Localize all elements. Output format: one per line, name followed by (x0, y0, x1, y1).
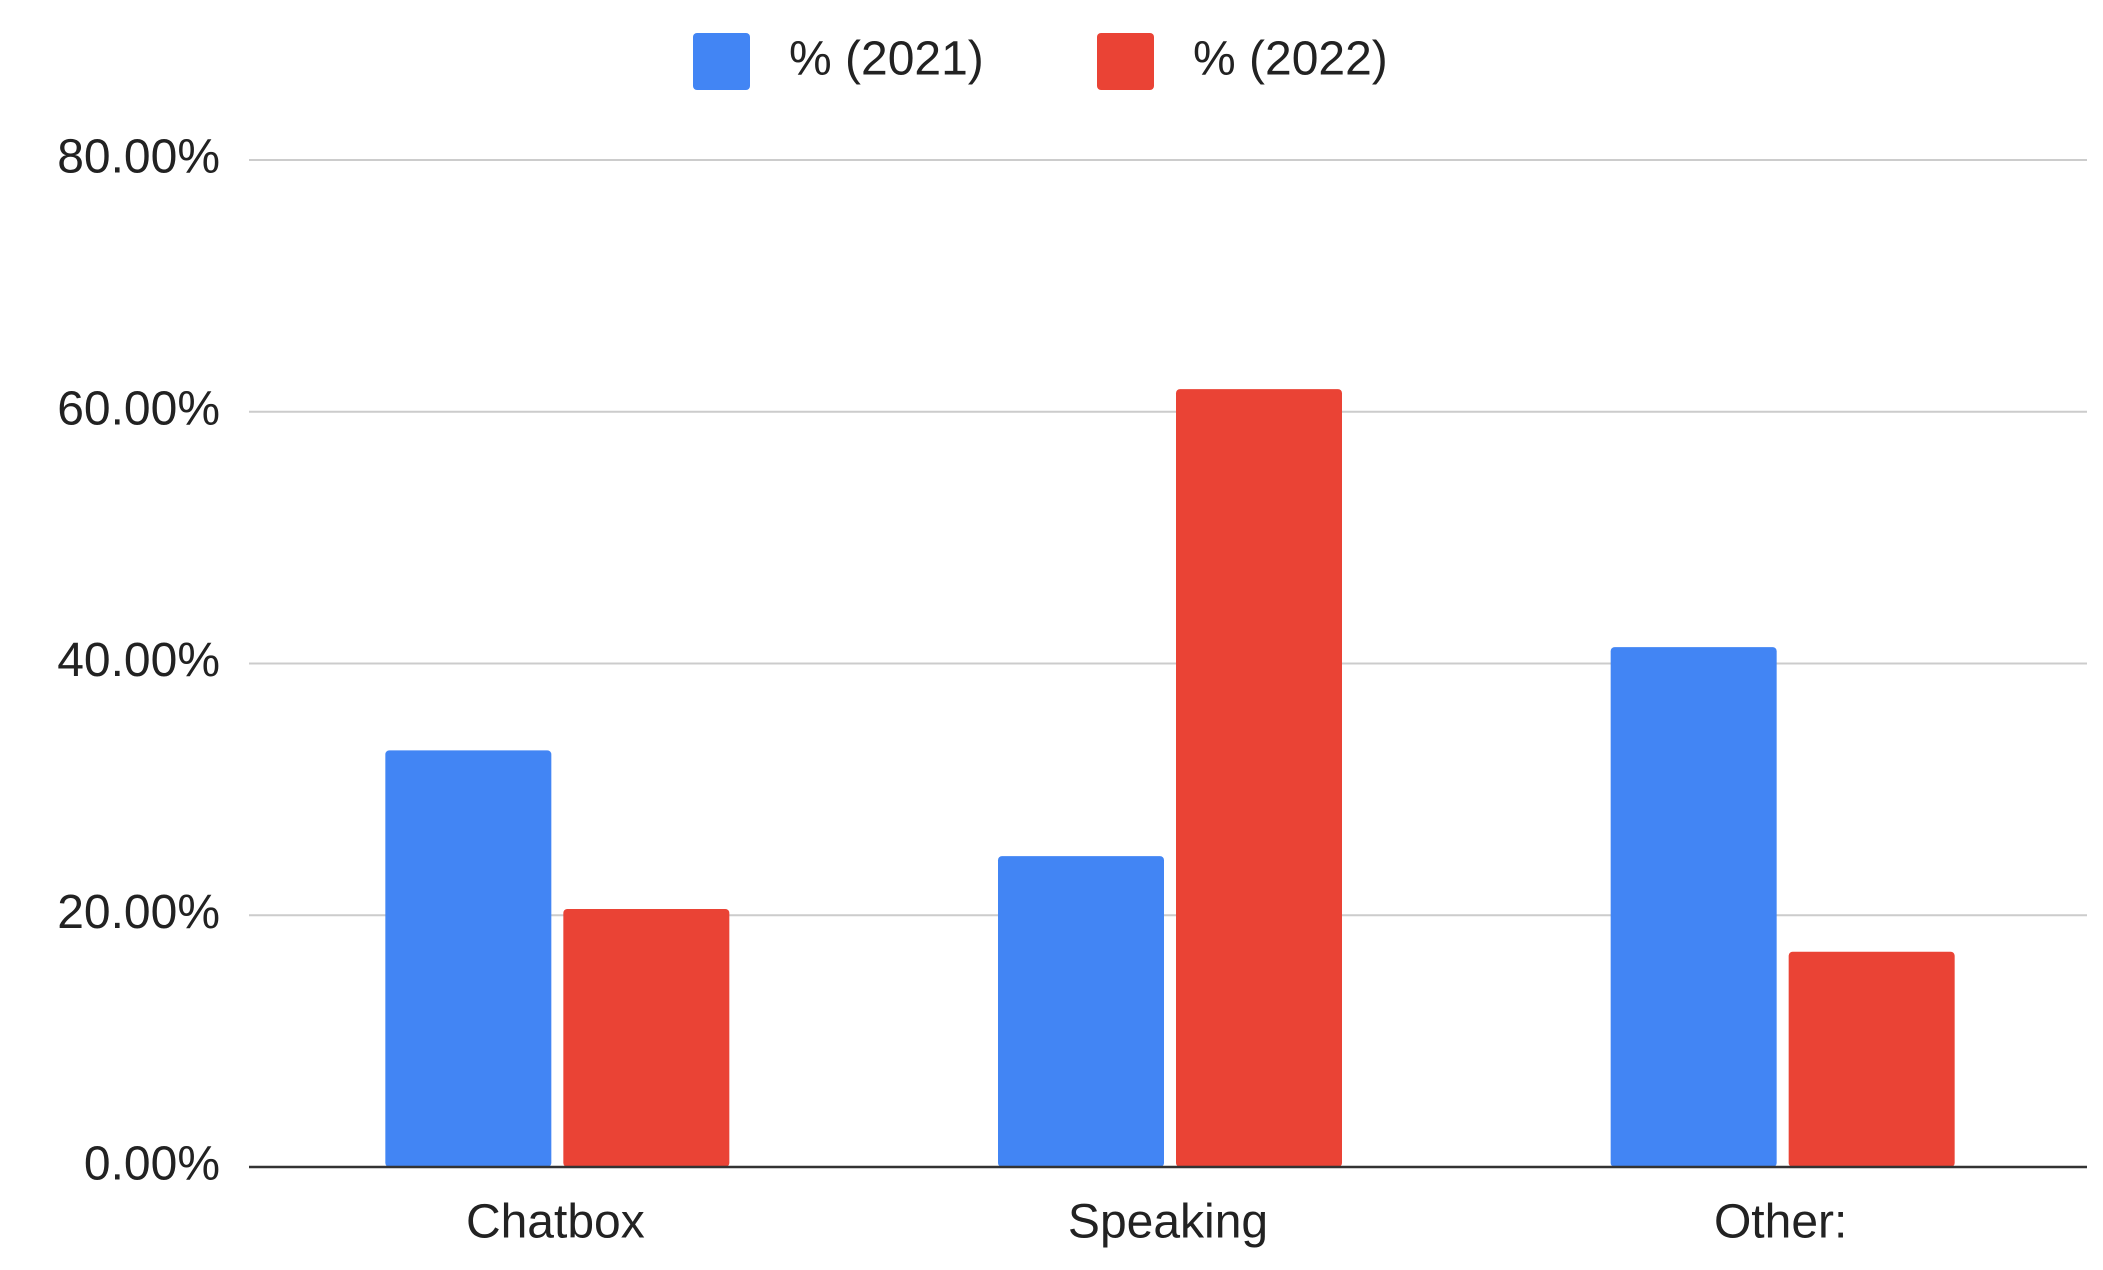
bar (1176, 389, 1342, 1167)
x-tick-label: Other: (1714, 1196, 1847, 1249)
bar (1610, 647, 1777, 1167)
y-tick-label: 0.00% (84, 1138, 220, 1191)
x-tick-label: Speaking (1068, 1196, 1268, 1249)
legend-label: % (2021) (789, 33, 984, 86)
y-tick-label: 40.00% (57, 634, 220, 687)
x-tick-label: Chatbox (466, 1196, 645, 1249)
y-tick-label: 80.00% (57, 131, 220, 184)
legend-swatch (1097, 33, 1154, 90)
y-tick-label: 60.00% (57, 382, 220, 435)
y-tick-label: 20.00% (57, 886, 220, 939)
legend-label: % (2022) (1193, 33, 1388, 86)
legend-swatch (693, 33, 750, 90)
bar (385, 750, 552, 1167)
bar (1788, 951, 1955, 1167)
bar (998, 856, 1164, 1167)
bar (563, 908, 730, 1167)
